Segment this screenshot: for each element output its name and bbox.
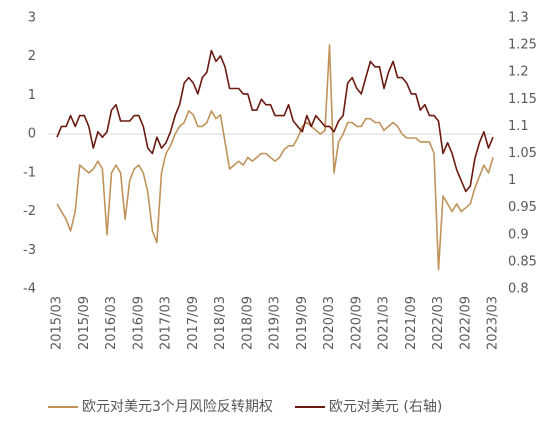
x-tick-label: 2017/09 [186, 296, 201, 350]
x-tick-label: 2022/09 [458, 296, 473, 350]
series-line [56, 49, 494, 193]
x-tick-label: 2022/03 [431, 296, 446, 350]
y2-tick-label: 1.3 [508, 11, 529, 26]
x-tick-label: 2016/03 [104, 296, 119, 350]
series-line [56, 44, 494, 271]
x-tick-label: 2023/03 [486, 296, 501, 350]
x-tick-label: 2015/03 [50, 296, 65, 350]
x-tick-label: 2018/03 [213, 296, 228, 350]
x-tick-label: 2018/09 [240, 296, 255, 350]
legend-label: 欧元对美元 (右轴) [329, 399, 442, 415]
y2-tick-label: 1.2 [508, 65, 529, 80]
y2-tick-label: 1 [508, 173, 516, 188]
legend-label: 欧元对美元3个月风险反转期权 [82, 399, 273, 415]
y2-tick-label: 1.25 [508, 38, 537, 53]
x-tick-label: 2019/09 [295, 296, 310, 350]
y2-tick-label: 0.8 [508, 282, 529, 297]
y-tick-label: 2 [28, 49, 36, 64]
y2-tick-label: 1.1 [508, 119, 529, 134]
y2-tick-label: 1.15 [508, 92, 537, 107]
x-tick-label: 2021/03 [377, 296, 392, 350]
x-tick-label: 2021/09 [404, 296, 419, 350]
x-tick-label: 2020/09 [349, 296, 364, 350]
x-tick-label: 2015/09 [77, 296, 92, 350]
y-tick-label: -2 [23, 204, 36, 219]
y-tick-label: -4 [23, 282, 36, 297]
y-tick-label: 3 [28, 11, 36, 26]
x-tick-label: 2019/03 [268, 296, 283, 350]
y-tick-label: 0 [28, 127, 36, 142]
x-tick-label: 2020/03 [322, 296, 337, 350]
y2-tick-label: 0.85 [508, 254, 537, 269]
legend: 欧元对美元3个月风险反转期权 欧元对美元 (右轴) [48, 399, 442, 415]
y2-tick-label: 0.9 [508, 227, 529, 242]
y2-tick-label: 1.05 [508, 146, 537, 161]
y2-tick-label: 0.95 [508, 200, 537, 215]
x-tick-label: 2016/09 [131, 296, 146, 350]
y-tick-label: 1 [28, 88, 36, 103]
y-tick-label: -3 [23, 243, 36, 258]
y-tick-label: -1 [23, 165, 36, 180]
x-tick-label: 2017/03 [159, 296, 174, 350]
